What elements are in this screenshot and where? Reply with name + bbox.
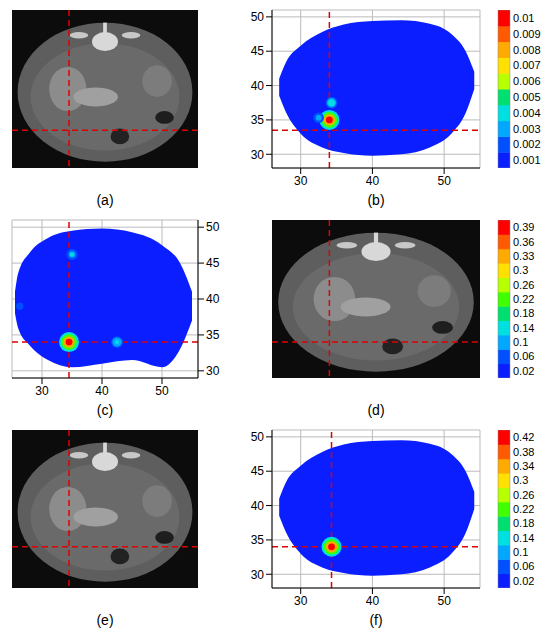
svg-text:0.14: 0.14	[513, 532, 534, 544]
svg-text:0.22: 0.22	[513, 293, 534, 305]
svg-text:30: 30	[251, 148, 265, 162]
svg-text:30: 30	[294, 174, 308, 188]
svg-text:0.004: 0.004	[513, 107, 541, 119]
svg-text:0.18: 0.18	[513, 517, 534, 529]
svg-text:0.33: 0.33	[513, 250, 534, 262]
html-text:(d): (d)	[367, 402, 385, 418]
svg-text:0.003: 0.003	[513, 123, 541, 135]
svg-text:40: 40	[95, 384, 109, 398]
svg-text:40: 40	[366, 594, 380, 608]
svg-text:45: 45	[206, 256, 220, 270]
svg-text:0.34: 0.34	[513, 460, 534, 472]
html-text:(f): (f)	[369, 612, 383, 628]
svg-text:0.1: 0.1	[513, 546, 528, 558]
svg-text:30: 30	[206, 364, 220, 378]
svg-text:50: 50	[206, 220, 220, 234]
svg-text:0.3: 0.3	[513, 264, 528, 276]
svg-text:0.1: 0.1	[513, 336, 528, 348]
svg-text:0.008: 0.008	[513, 44, 541, 56]
svg-text:0.36: 0.36	[513, 236, 534, 248]
svg-text:35: 35	[251, 533, 265, 547]
svg-text:0.38: 0.38	[513, 446, 534, 458]
svg-text:0.01: 0.01	[513, 12, 534, 24]
svg-text:0.006: 0.006	[513, 75, 541, 87]
svg-text:0.02: 0.02	[513, 365, 534, 377]
svg-text:0.42: 0.42	[513, 431, 534, 443]
svg-text:40: 40	[206, 292, 220, 306]
svg-text:50: 50	[155, 384, 169, 398]
svg-text:0.26: 0.26	[513, 489, 534, 501]
svg-text:0.06: 0.06	[513, 350, 534, 362]
html-text:(b): (b)	[367, 192, 385, 208]
svg-text:0.3: 0.3	[513, 474, 528, 486]
svg-text:0.007: 0.007	[513, 59, 541, 71]
svg-text:0.002: 0.002	[513, 138, 541, 150]
svg-text:50: 50	[251, 430, 265, 444]
svg-text:35: 35	[251, 113, 265, 127]
svg-text:0.26: 0.26	[513, 279, 534, 291]
svg-text:35: 35	[206, 328, 220, 342]
svg-text:0.005: 0.005	[513, 91, 541, 103]
svg-text:50: 50	[251, 10, 265, 24]
svg-text:0.009: 0.009	[513, 28, 541, 40]
svg-text:0.22: 0.22	[513, 503, 534, 515]
svg-text:0.14: 0.14	[513, 322, 534, 334]
svg-text:0.06: 0.06	[513, 560, 534, 572]
svg-text:50: 50	[437, 594, 451, 608]
svg-text:40: 40	[251, 79, 265, 93]
svg-text:45: 45	[251, 464, 265, 478]
svg-text:30: 30	[35, 384, 49, 398]
svg-text:0.001: 0.001	[513, 154, 541, 166]
svg-text:45: 45	[251, 44, 265, 58]
svg-text:40: 40	[366, 174, 380, 188]
svg-text:0.02: 0.02	[513, 575, 534, 587]
html-text:(a): (a)	[96, 192, 114, 208]
svg-text:30: 30	[251, 568, 265, 582]
svg-text:40: 40	[251, 499, 265, 513]
svg-text:0.18: 0.18	[513, 307, 534, 319]
svg-text:0.39: 0.39	[513, 221, 534, 233]
html-text:(e): (e)	[96, 612, 114, 628]
svg-text:30: 30	[294, 594, 308, 608]
html-text:(c): (c)	[96, 402, 114, 418]
svg-text:50: 50	[437, 174, 451, 188]
